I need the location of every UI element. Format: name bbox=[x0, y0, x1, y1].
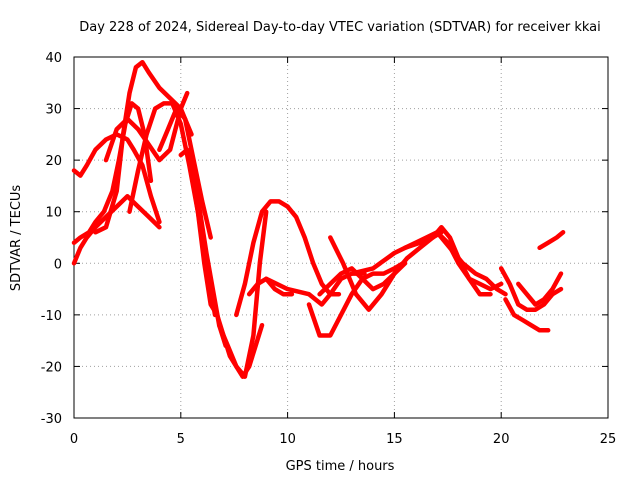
series-arc-11 bbox=[234, 199, 290, 318]
plot-frame bbox=[73, 56, 609, 419]
series-arc-12 bbox=[246, 276, 295, 297]
x-tick-label: 5 bbox=[177, 432, 185, 447]
y-tick-label: -30 bbox=[41, 412, 62, 427]
series-arc-14 bbox=[306, 261, 406, 338]
y-tick-label: -20 bbox=[41, 360, 62, 375]
x-tick-label: 10 bbox=[279, 432, 296, 447]
series-arc-5 bbox=[103, 90, 190, 163]
series-arc-22 bbox=[503, 297, 551, 333]
y-tick-label: -10 bbox=[41, 309, 62, 324]
series-arc-17 bbox=[328, 230, 444, 312]
y-tick-label: 40 bbox=[45, 51, 62, 66]
y-tick-label: 0 bbox=[54, 257, 62, 272]
y-tick-label: 10 bbox=[45, 206, 62, 221]
series-arc-7 bbox=[157, 106, 213, 240]
axis-ticks bbox=[73, 56, 609, 419]
x-tick-label: 0 bbox=[70, 432, 78, 447]
series-arc-21 bbox=[498, 266, 564, 312]
series-arc-23 bbox=[516, 271, 564, 307]
x-tick-label: 15 bbox=[386, 432, 403, 447]
chart-title: Day 228 of 2024, Sidereal Day-to-day VTE… bbox=[79, 20, 601, 35]
grid-lines bbox=[74, 57, 608, 418]
y-tick-label: 20 bbox=[45, 154, 62, 169]
series-arc-24 bbox=[537, 230, 566, 251]
data-series bbox=[71, 59, 566, 379]
series-arc-3 bbox=[71, 193, 162, 266]
x-axis-label: GPS time / hours bbox=[286, 459, 395, 474]
x-tick-label: 20 bbox=[493, 432, 510, 447]
tick-labels: 0 5 10 15 20 25 -30 -20 -10 0 10 20 30 40 bbox=[41, 51, 617, 447]
series-arc-19 bbox=[402, 224, 493, 297]
series-arc-10 bbox=[216, 209, 269, 379]
y-tick-label: 30 bbox=[45, 103, 62, 118]
series-arc-4 bbox=[93, 59, 194, 235]
y-axis-label: SDTVAR / TECUs bbox=[9, 185, 24, 292]
series-arc-20 bbox=[434, 230, 508, 297]
x-tick-label: 25 bbox=[600, 432, 617, 447]
